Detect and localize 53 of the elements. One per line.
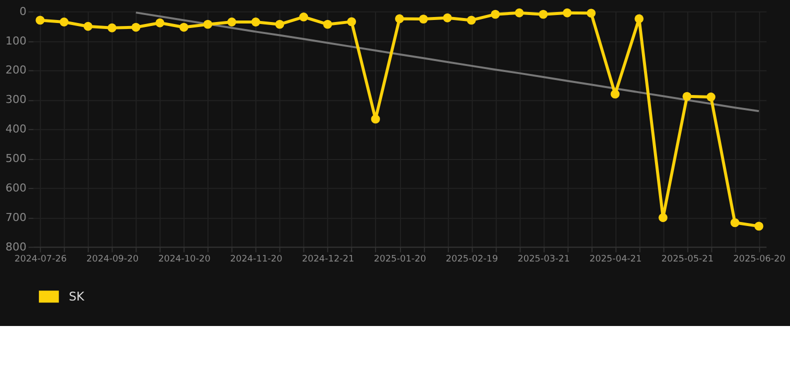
x-tick-label: 2024-12-21 — [302, 254, 354, 264]
point — [251, 18, 260, 26]
point — [634, 14, 644, 24]
point — [347, 17, 356, 26]
point — [514, 8, 524, 18]
y-tick-label: 400 — [5, 122, 26, 136]
x-tick-label: 2025-05-21 — [661, 254, 714, 264]
point — [275, 20, 284, 29]
point — [538, 10, 548, 19]
x-tick-label: 2025-03-21 — [518, 254, 570, 264]
x-tick-label: 2024-09-20 — [86, 254, 139, 264]
y-tick-label: 700 — [5, 210, 26, 224]
point — [562, 8, 572, 18]
point — [466, 16, 476, 25]
point — [754, 222, 764, 231]
x-tick-label: 2025-04-21 — [590, 254, 642, 264]
point — [371, 114, 380, 124]
y-tick-label: 800 — [5, 240, 26, 254]
point — [658, 213, 668, 222]
point — [108, 23, 116, 32]
x-tick-label: 2025-02-19 — [446, 254, 498, 264]
point — [131, 22, 140, 32]
point — [395, 14, 404, 24]
x-tick-label: 2025-06-20 — [733, 254, 786, 264]
legend-label: SK — [68, 290, 86, 304]
point — [490, 10, 500, 19]
point — [84, 22, 92, 31]
line-series — [134, 12, 760, 112]
point — [586, 8, 596, 18]
point — [60, 18, 69, 26]
y-tick-label: 600 — [5, 181, 26, 194]
point — [442, 13, 452, 22]
x-tick-label: 2024-10-20 — [158, 254, 211, 264]
y-tick-label: 0 — [19, 4, 26, 18]
x-tick-label: 2025-01-20 — [374, 254, 426, 264]
point — [155, 18, 164, 28]
y-tick-label: 300 — [5, 93, 26, 106]
point — [36, 16, 45, 25]
point — [299, 12, 308, 22]
point — [730, 218, 740, 228]
point — [706, 92, 716, 102]
point — [179, 22, 188, 32]
point — [323, 20, 332, 29]
point — [418, 14, 428, 24]
point — [227, 18, 236, 26]
y-tick-label: 100 — [5, 34, 26, 48]
y-tick-label: 500 — [5, 152, 26, 166]
point — [203, 20, 212, 29]
point — [610, 90, 620, 99]
point — [682, 92, 692, 101]
x-tick-label: 2024-07-26 — [14, 254, 67, 264]
x-tick-label: 2024-11-20 — [230, 254, 283, 264]
y-tick-label: 200 — [5, 64, 26, 77]
